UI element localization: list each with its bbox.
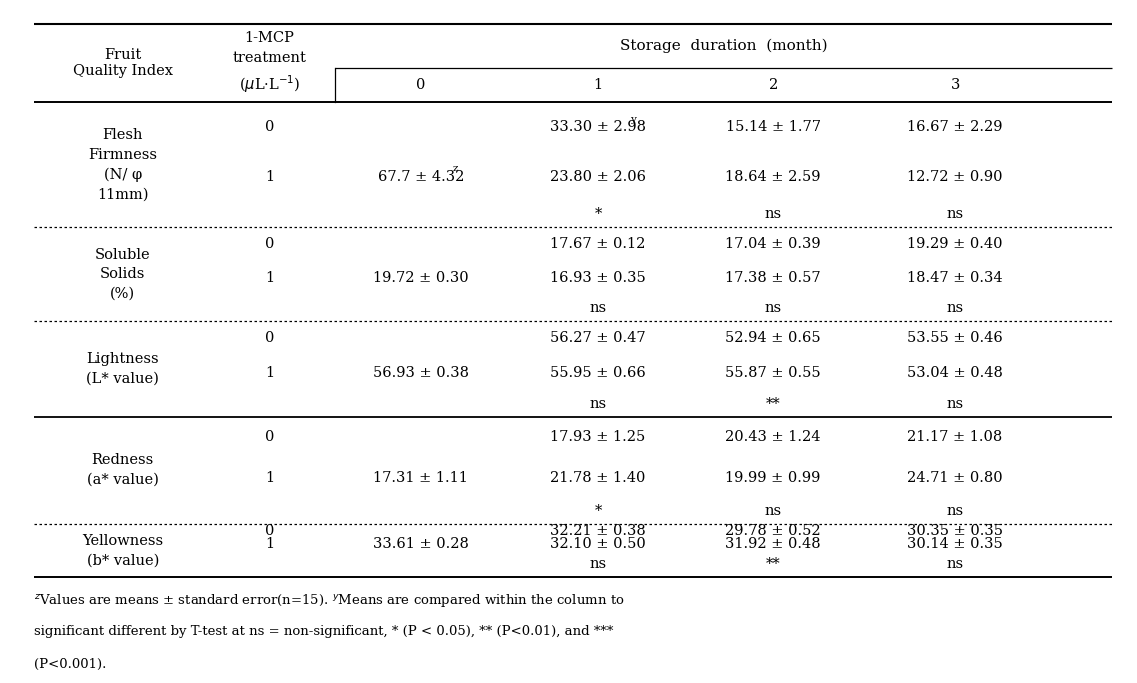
Text: 0: 0 (265, 524, 274, 538)
Text: 1: 1 (594, 79, 603, 92)
Text: 30.35 ± 0.35: 30.35 ± 0.35 (907, 524, 1003, 538)
Text: 21.78 ± 1.40: 21.78 ± 1.40 (550, 471, 646, 484)
Text: 17.38 ± 0.57: 17.38 ± 0.57 (725, 271, 821, 285)
Text: ns: ns (589, 397, 607, 410)
Text: 1: 1 (265, 538, 274, 551)
Text: Lightness
(L* value): Lightness (L* value) (86, 352, 159, 386)
Text: 55.95 ± 0.66: 55.95 ± 0.66 (550, 366, 646, 380)
Text: $^z$Values are means ± standard error(n=15). $^y$Means are compared within the c: $^z$Values are means ± standard error(n=… (34, 592, 624, 609)
Text: Yellowness
(b* value): Yellowness (b* value) (82, 533, 164, 568)
Text: significant different by T-test at ns = non-significant, * (P < 0.05), ** (P<0.0: significant different by T-test at ns = … (34, 625, 614, 638)
Text: ns: ns (946, 208, 964, 221)
Text: 16.93 ± 0.35: 16.93 ± 0.35 (550, 271, 646, 285)
Text: 18.47 ± 0.34: 18.47 ± 0.34 (907, 271, 1003, 285)
Text: 32.10 ± 0.50: 32.10 ± 0.50 (550, 538, 646, 551)
Text: Flesh
Firmness
(N/ φ
11mm): Flesh Firmness (N/ φ 11mm) (89, 128, 157, 201)
Text: 12.72 ± 0.90: 12.72 ± 0.90 (907, 170, 1003, 184)
Text: 16.67 ± 2.29: 16.67 ± 2.29 (907, 120, 1003, 134)
Text: ns: ns (946, 397, 964, 410)
Text: 15.14 ± 1.77: 15.14 ± 1.77 (725, 120, 821, 134)
Text: ns: ns (589, 557, 607, 571)
Text: 0: 0 (265, 430, 274, 444)
Text: **: ** (766, 557, 780, 571)
Text: *: * (595, 504, 601, 518)
Text: 32.21 ± 0.38: 32.21 ± 0.38 (550, 524, 646, 538)
Text: ns: ns (946, 301, 964, 315)
Text: 17.31 ± 1.11: 17.31 ± 1.11 (373, 471, 468, 484)
Text: 21.17 ± 1.08: 21.17 ± 1.08 (907, 430, 1003, 444)
Text: 33.61 ± 0.28: 33.61 ± 0.28 (373, 538, 468, 551)
Text: ns: ns (946, 557, 964, 571)
Text: 1: 1 (265, 471, 274, 484)
Text: (P<0.001).: (P<0.001). (34, 658, 107, 671)
Text: 0: 0 (416, 79, 425, 92)
Text: y: y (630, 115, 636, 124)
Text: 1: 1 (265, 170, 274, 184)
Text: 1-MCP
treatment
($\mu$L·L$^{-1}$): 1-MCP treatment ($\mu$L·L$^{-1}$) (233, 31, 306, 95)
Text: Storage  duration  (month): Storage duration (month) (620, 39, 828, 53)
Text: 1: 1 (265, 271, 274, 285)
Text: ns: ns (764, 208, 782, 221)
Text: 52.94 ± 0.65: 52.94 ± 0.65 (725, 331, 821, 346)
Text: 67.7 ± 4.32: 67.7 ± 4.32 (377, 170, 464, 184)
Text: 1: 1 (265, 366, 274, 380)
Text: ns: ns (764, 301, 782, 315)
Text: 0: 0 (265, 331, 274, 346)
Text: 56.27 ± 0.47: 56.27 ± 0.47 (550, 331, 646, 346)
Text: 29.78 ± 0.52: 29.78 ± 0.52 (725, 524, 821, 538)
Text: ns: ns (764, 504, 782, 518)
Text: 33.30 ± 2.98: 33.30 ± 2.98 (550, 120, 646, 134)
Text: 53.04 ± 0.48: 53.04 ± 0.48 (907, 366, 1003, 380)
Text: *: * (595, 208, 601, 221)
Text: z: z (453, 164, 458, 173)
Text: 24.71 ± 0.80: 24.71 ± 0.80 (907, 471, 1003, 484)
Text: 17.67 ± 0.12: 17.67 ± 0.12 (550, 238, 646, 251)
Text: 30.14 ± 0.35: 30.14 ± 0.35 (907, 538, 1003, 551)
Text: 2: 2 (769, 79, 778, 92)
Text: 31.92 ± 0.48: 31.92 ± 0.48 (725, 538, 821, 551)
Text: 55.87 ± 0.55: 55.87 ± 0.55 (725, 366, 821, 380)
Text: Redness
(a* value): Redness (a* value) (86, 454, 159, 487)
Text: 3: 3 (951, 79, 960, 92)
Text: **: ** (766, 397, 780, 410)
Text: 56.93 ± 0.38: 56.93 ± 0.38 (373, 366, 468, 380)
Text: 53.55 ± 0.46: 53.55 ± 0.46 (907, 331, 1003, 346)
Text: 19.72 ± 0.30: 19.72 ± 0.30 (373, 271, 468, 285)
Text: Fruit
Quality Index: Fruit Quality Index (73, 48, 173, 79)
Text: 19.99 ± 0.99: 19.99 ± 0.99 (725, 471, 821, 484)
Text: 23.80 ± 2.06: 23.80 ± 2.06 (550, 170, 646, 184)
Text: ns: ns (589, 301, 607, 315)
Text: 17.93 ± 1.25: 17.93 ± 1.25 (550, 430, 646, 444)
Text: 19.29 ± 0.40: 19.29 ± 0.40 (907, 238, 1003, 251)
Text: ns: ns (946, 504, 964, 518)
Text: 0: 0 (265, 238, 274, 251)
Text: 20.43 ± 1.24: 20.43 ± 1.24 (725, 430, 821, 444)
Text: 18.64 ± 2.59: 18.64 ± 2.59 (725, 170, 821, 184)
Text: 0: 0 (265, 120, 274, 134)
Text: 17.04 ± 0.39: 17.04 ± 0.39 (725, 238, 821, 251)
Text: Soluble
Solids
(%): Soluble Solids (%) (96, 248, 150, 301)
